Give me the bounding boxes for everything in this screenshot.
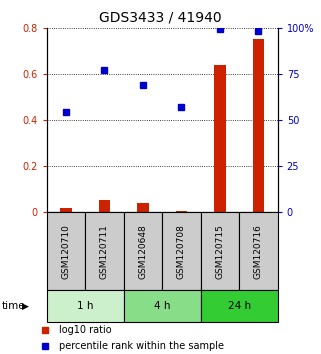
Bar — [201, 212, 239, 290]
Bar — [137, 203, 149, 212]
Bar — [99, 200, 110, 212]
Text: percentile rank within the sample: percentile rank within the sample — [59, 341, 224, 351]
Text: log10 ratio: log10 ratio — [59, 325, 112, 335]
Text: 4 h: 4 h — [154, 301, 170, 311]
Bar — [176, 211, 187, 212]
Text: 24 h: 24 h — [228, 301, 251, 311]
Text: GDS3433 / 41940: GDS3433 / 41940 — [99, 11, 222, 25]
Bar — [85, 212, 124, 290]
Text: GSM120708: GSM120708 — [177, 224, 186, 279]
Text: time: time — [2, 301, 25, 311]
Bar — [214, 65, 226, 212]
Bar — [239, 212, 278, 290]
Bar — [47, 212, 85, 290]
Text: GSM120710: GSM120710 — [61, 224, 70, 279]
Text: GSM120716: GSM120716 — [254, 224, 263, 279]
Bar — [162, 212, 201, 290]
Text: ▶: ▶ — [22, 302, 29, 311]
Bar — [124, 212, 162, 290]
Bar — [253, 39, 264, 212]
Text: GSM120648: GSM120648 — [138, 224, 147, 279]
Text: GSM120711: GSM120711 — [100, 224, 109, 279]
Bar — [201, 290, 278, 322]
Text: GSM120715: GSM120715 — [215, 224, 224, 279]
Text: 1 h: 1 h — [77, 301, 93, 311]
Bar — [124, 290, 201, 322]
Bar — [60, 208, 72, 212]
Bar — [47, 290, 124, 322]
